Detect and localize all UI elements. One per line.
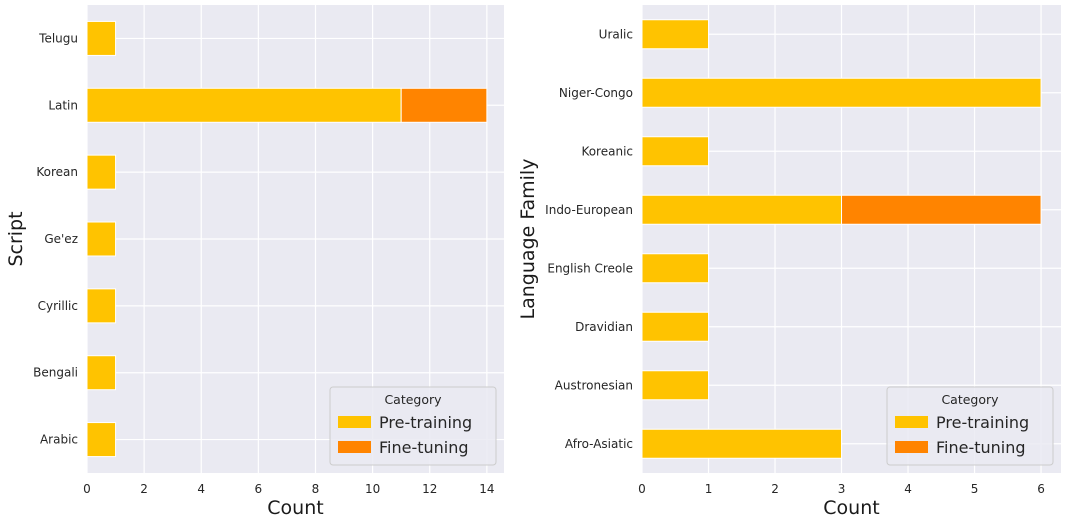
legend-swatch-pre-training bbox=[338, 416, 371, 428]
legend-label-pre-training: Pre-training bbox=[379, 413, 472, 432]
y-axis-title: Language Family bbox=[517, 159, 539, 320]
legend: Category Pre-training Fine-tuning bbox=[329, 386, 497, 466]
bar-pre-training-indo-european bbox=[641, 194, 843, 225]
x-tick-label: 2 bbox=[771, 482, 779, 496]
legend-label-pre-training: Pre-training bbox=[936, 413, 1029, 432]
x-tick-label: 5 bbox=[971, 482, 979, 496]
x-tick-label: 12 bbox=[422, 482, 437, 496]
bar-pre-training-arabic bbox=[86, 422, 117, 458]
legend-swatch-fine-tuning bbox=[338, 441, 371, 453]
y-tick-label: Dravidian bbox=[575, 320, 633, 334]
legend-title: Category bbox=[384, 392, 442, 407]
bar-pre-training-cyrillic bbox=[86, 288, 117, 324]
bar-pre-training-uralic bbox=[641, 19, 710, 50]
legend-label-fine-tuning: Fine-tuning bbox=[936, 438, 1026, 457]
legend-title: Category bbox=[941, 392, 999, 407]
x-tick-label: 4 bbox=[197, 482, 205, 496]
x-tick-label: 8 bbox=[312, 482, 320, 496]
x-tick-label: 3 bbox=[838, 482, 846, 496]
legend-label-fine-tuning: Fine-tuning bbox=[379, 438, 469, 457]
x-axis-title: Count bbox=[267, 497, 323, 517]
bar-pre-training-latin bbox=[86, 87, 402, 123]
x-tick-label: 2 bbox=[140, 482, 148, 496]
x-tick-label: 6 bbox=[1037, 482, 1045, 496]
bar-pre-training-niger-congo bbox=[641, 77, 1042, 108]
y-tick-label: Afro-Asiatic bbox=[565, 437, 633, 451]
bar-fine-tuning-indo-european bbox=[841, 194, 1042, 225]
chart-panel-1: Arabic Bengali Cyrillic Ge'ez Korean Latin Tel… bbox=[5, 5, 504, 517]
bar-pre-training-dravidian bbox=[641, 311, 710, 342]
y-tick-label: Telugu bbox=[38, 31, 78, 45]
legend-box bbox=[886, 386, 1054, 466]
x-tick-label: 0 bbox=[638, 482, 646, 496]
y-tick-label: Cyrillic bbox=[38, 299, 78, 313]
y-tick-label: Ge'ez bbox=[44, 232, 78, 246]
bar-pre-training-bengali bbox=[86, 355, 117, 391]
y-tick-label: Arabic bbox=[40, 433, 78, 447]
y-tick-label: Uralic bbox=[599, 27, 633, 41]
chart-panel-2: Afro-Asiatic Austronesian Dravidian English… bbox=[517, 5, 1061, 517]
y-tick-label: Austronesian bbox=[555, 378, 633, 392]
x-tick-label: 4 bbox=[904, 482, 912, 496]
x-tick-label: 1 bbox=[705, 482, 713, 496]
legend-box bbox=[329, 386, 497, 466]
bar-pre-training-ge-ez bbox=[86, 221, 117, 257]
legend-swatch-pre-training bbox=[895, 416, 928, 428]
legend: Category Pre-training Fine-tuning bbox=[886, 386, 1054, 466]
y-tick-label: Koreanic bbox=[581, 144, 633, 158]
y-tick-label: Latin bbox=[48, 98, 78, 112]
x-tick-label: 0 bbox=[83, 482, 91, 496]
legend-swatch-fine-tuning bbox=[895, 441, 928, 453]
y-tick-label: Bengali bbox=[33, 366, 78, 380]
bar-pre-training-english-creole bbox=[641, 253, 710, 284]
bar-fine-tuning-latin bbox=[400, 87, 488, 123]
y-tick-label: English Creole bbox=[547, 261, 633, 275]
x-tick-label: 6 bbox=[255, 482, 263, 496]
bar-pre-training-austronesian bbox=[641, 370, 710, 401]
y-tick-label: Korean bbox=[36, 165, 78, 179]
bar-pre-training-koreanic bbox=[641, 136, 710, 167]
x-tick-label: 14 bbox=[479, 482, 494, 496]
x-axis-title: Count bbox=[823, 497, 879, 517]
y-axis-title: Script bbox=[5, 211, 27, 266]
y-tick-label: Niger-Congo bbox=[559, 86, 633, 100]
bar-pre-training-afro-asiatic bbox=[641, 428, 843, 459]
x-tick-label: 10 bbox=[365, 482, 380, 496]
bar-pre-training-telugu bbox=[86, 20, 117, 56]
bar-pre-training-korean bbox=[86, 154, 117, 190]
y-tick-label: Indo-European bbox=[545, 203, 633, 217]
